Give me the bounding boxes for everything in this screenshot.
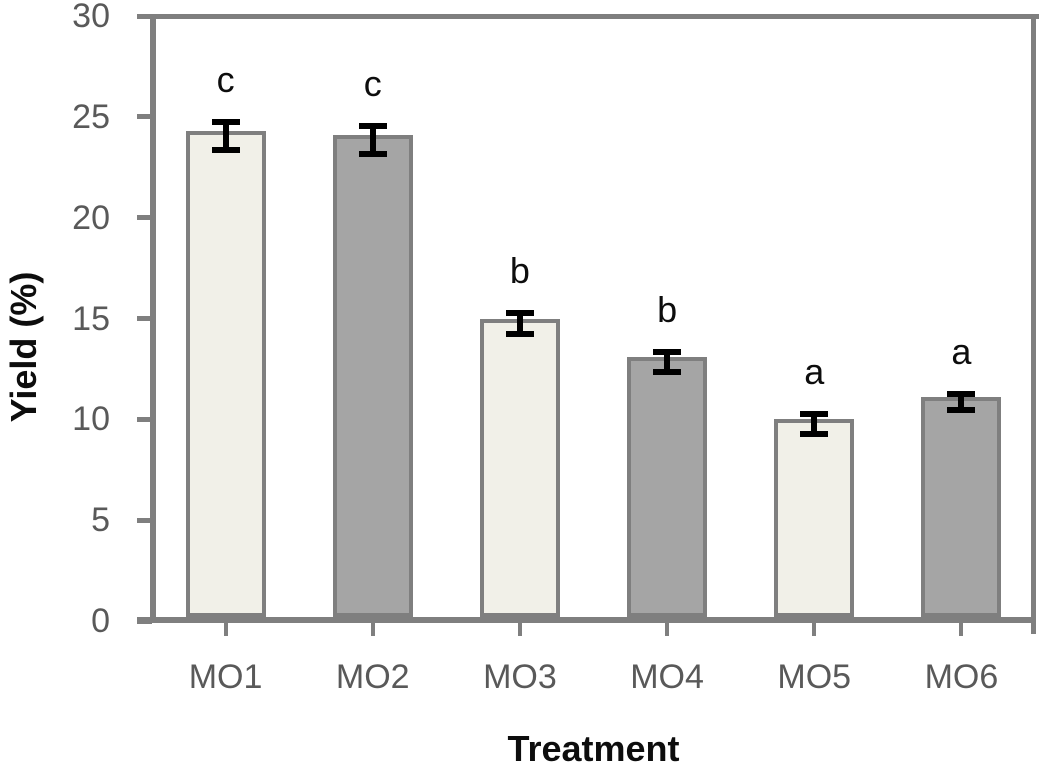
error-bar-cap-bottom bbox=[505, 330, 534, 337]
y-tick bbox=[137, 215, 152, 221]
error-bar-cap-top bbox=[800, 411, 829, 418]
sig-letter-mo2: c bbox=[363, 62, 382, 104]
x-tick-label-mo6: MO6 bbox=[924, 658, 999, 696]
sig-letter-mo6: a bbox=[951, 331, 972, 373]
bar-mo1 bbox=[185, 130, 266, 617]
sig-letter-mo1: c bbox=[216, 58, 235, 100]
x-axis-line bbox=[137, 617, 1036, 623]
error-bar-cap-top bbox=[947, 391, 976, 398]
bar-mo3 bbox=[479, 318, 560, 617]
x-tick-label-mo1: MO1 bbox=[188, 658, 263, 696]
plot-top-border bbox=[150, 14, 1039, 19]
y-tick bbox=[137, 114, 152, 120]
x-tick-label-mo4: MO4 bbox=[630, 658, 704, 696]
x-tick bbox=[665, 623, 670, 636]
error-bar-cap-top bbox=[653, 348, 682, 355]
error-bar-cap-bottom bbox=[947, 407, 976, 414]
bar-mo4 bbox=[627, 356, 708, 617]
x-tick bbox=[223, 623, 228, 636]
error-bar-cap-top bbox=[211, 118, 240, 125]
error-bar-cap-top bbox=[505, 310, 534, 317]
x-tick-label-mo3: MO3 bbox=[483, 658, 557, 696]
error-bar-cap-bottom bbox=[211, 147, 240, 154]
y-tick bbox=[137, 618, 152, 624]
y-tick-label: 20 bbox=[72, 198, 110, 237]
error-bar-cap-bottom bbox=[800, 431, 829, 438]
sig-letter-mo3: b bbox=[509, 250, 530, 292]
x-tick bbox=[812, 623, 817, 636]
error-bar-line bbox=[811, 414, 818, 435]
y-tick-label: 15 bbox=[72, 299, 110, 338]
error-bar-cap-bottom bbox=[653, 368, 682, 375]
error-bar-cap-top bbox=[358, 122, 387, 129]
sig-letter-mo4: b bbox=[657, 288, 678, 330]
x-axis-title: Treatment bbox=[507, 728, 680, 769]
y-axis-line bbox=[150, 14, 156, 623]
error-bar-cap-bottom bbox=[358, 151, 387, 158]
y-axis-title: Yield (%) bbox=[3, 271, 44, 423]
x-tick-label-mo5: MO5 bbox=[777, 658, 852, 696]
error-bar-line bbox=[516, 313, 523, 334]
y-tick-label: 10 bbox=[72, 400, 110, 439]
error-bar-line bbox=[958, 394, 965, 411]
y-tick bbox=[137, 517, 152, 523]
bar-mo2 bbox=[332, 134, 413, 617]
x-tick bbox=[959, 623, 964, 636]
y-tick-label: 0 bbox=[91, 602, 110, 640]
y-tick bbox=[137, 416, 152, 422]
y-tick-label: 5 bbox=[91, 501, 110, 540]
bar-mo5 bbox=[774, 419, 855, 617]
y-tick-label: 30 bbox=[72, 0, 110, 35]
x-tick-label-mo2: MO2 bbox=[335, 658, 410, 696]
y-tick-label: 25 bbox=[72, 97, 110, 136]
x-tick bbox=[370, 623, 375, 636]
error-bar-line bbox=[222, 121, 229, 151]
y-tick bbox=[137, 316, 152, 321]
bar-mo6 bbox=[921, 397, 1002, 617]
y-tick bbox=[137, 13, 152, 19]
error-bar-line bbox=[369, 125, 376, 155]
x-tick bbox=[517, 623, 522, 636]
plot-right-border bbox=[1031, 14, 1036, 634]
error-bar-line bbox=[664, 351, 671, 372]
sig-letter-mo5: a bbox=[804, 351, 825, 393]
